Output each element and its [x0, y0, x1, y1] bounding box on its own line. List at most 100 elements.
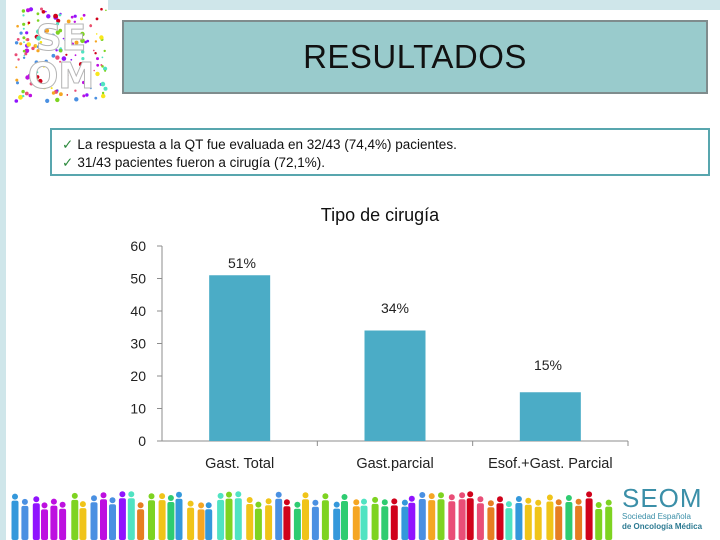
- person-body: [418, 499, 426, 540]
- confetti-dot: [55, 49, 58, 52]
- person-head: [565, 495, 572, 501]
- confetti-dot: [80, 17, 83, 21]
- confetti-dot: [101, 56, 104, 59]
- person-body: [217, 499, 225, 540]
- confetti-dot: [27, 23, 30, 26]
- confetti-dot: [61, 56, 67, 61]
- confetti-dot: [26, 38, 30, 42]
- person-head: [33, 496, 40, 503]
- y-tick-label: 50: [130, 271, 146, 287]
- confetti-dot: [55, 30, 60, 35]
- confetti-dot: [82, 80, 86, 85]
- confetti-dot: [99, 35, 104, 40]
- person-head: [467, 491, 474, 498]
- confetti-dot: [39, 40, 43, 44]
- person-head: [605, 499, 612, 506]
- y-tick-label: 20: [130, 368, 146, 384]
- person-body: [118, 498, 126, 540]
- info-line-2: ✓ 31/43 pacientes fueron a cirugía (72,1%…: [62, 154, 698, 172]
- person-body: [341, 501, 348, 540]
- person-head: [275, 491, 282, 498]
- person-head: [302, 492, 309, 499]
- confetti-dot: [78, 62, 84, 67]
- confetti-dot: [65, 53, 68, 56]
- person-body: [333, 508, 341, 540]
- person-head: [205, 502, 212, 509]
- confetti-dot: [58, 13, 62, 17]
- person-body: [187, 507, 195, 540]
- confetti-dot: [21, 9, 26, 13]
- title-banner: RESULTADOS: [122, 20, 708, 94]
- confetti-dot: [75, 74, 77, 76]
- confetti-dot: [44, 10, 47, 13]
- person-body: [466, 498, 474, 540]
- confetti-dot: [94, 96, 98, 100]
- x-tick-label: Esof.+Gast. Parcial: [488, 456, 613, 472]
- confetti-dot: [75, 34, 78, 37]
- person-head: [226, 491, 232, 498]
- person-body: [41, 509, 48, 540]
- confetti-dot: [35, 44, 37, 47]
- confetti-dot: [64, 73, 69, 78]
- confetti-dot: [25, 31, 29, 35]
- confetti-dot: [24, 48, 30, 54]
- confetti-dot: [31, 46, 35, 51]
- confetti-dot: [75, 23, 78, 26]
- checkmark-icon: ✓: [62, 137, 74, 152]
- seom-logo-top-left: SE OM: [14, 7, 108, 103]
- y-tick-label: 30: [130, 336, 146, 352]
- person-body: [371, 503, 379, 540]
- confetti-dot: [56, 89, 59, 92]
- person-body: [311, 506, 319, 540]
- person-body: [127, 498, 135, 540]
- person-body: [575, 505, 583, 540]
- person-body: [555, 506, 563, 540]
- person-body: [175, 498, 183, 540]
- confetti-dot: [40, 7, 43, 11]
- bar: [519, 392, 581, 441]
- person-body: [302, 499, 309, 540]
- confetti-dot: [51, 42, 56, 48]
- y-tick-label: 40: [130, 303, 146, 319]
- confetti-dot: [64, 68, 68, 72]
- confetti-dot: [66, 19, 71, 24]
- confetti-dot: [79, 67, 82, 71]
- person-body: [11, 500, 19, 540]
- confetti-dot: [51, 91, 56, 95]
- person-head: [312, 499, 319, 506]
- person-head: [148, 493, 155, 500]
- person-body: [448, 501, 456, 540]
- person-body: [401, 506, 409, 540]
- person-head: [128, 491, 135, 498]
- confetti-dot: [24, 91, 29, 96]
- person-head: [159, 493, 166, 500]
- y-tick-label: 60: [130, 238, 146, 254]
- person-head: [255, 501, 262, 508]
- confetti-dot: [100, 64, 103, 66]
- confetti-dot: [82, 13, 86, 17]
- person-head: [546, 494, 553, 501]
- person-head: [21, 498, 28, 505]
- person-body: [109, 504, 116, 540]
- person-head: [71, 492, 78, 499]
- chart-title: Tipo de cirugía: [320, 205, 440, 225]
- y-tick-label: 10: [130, 401, 146, 417]
- person-head: [137, 502, 144, 509]
- confetti-dot: [45, 28, 50, 33]
- person-head: [497, 496, 503, 503]
- confetti-dot: [92, 49, 95, 52]
- person-head: [353, 499, 360, 506]
- person-head: [167, 495, 174, 501]
- person-head: [381, 499, 388, 506]
- person-head: [595, 502, 602, 508]
- confetti-dot: [100, 81, 106, 87]
- confetti-dot: [85, 93, 89, 97]
- person-head: [41, 502, 48, 509]
- confetti-dot: [41, 84, 47, 90]
- person-body: [100, 499, 107, 540]
- confetti-dot: [86, 39, 90, 43]
- confetti-dot: [94, 40, 98, 43]
- confetti-dot: [28, 93, 33, 98]
- confetti-dot: [73, 14, 77, 18]
